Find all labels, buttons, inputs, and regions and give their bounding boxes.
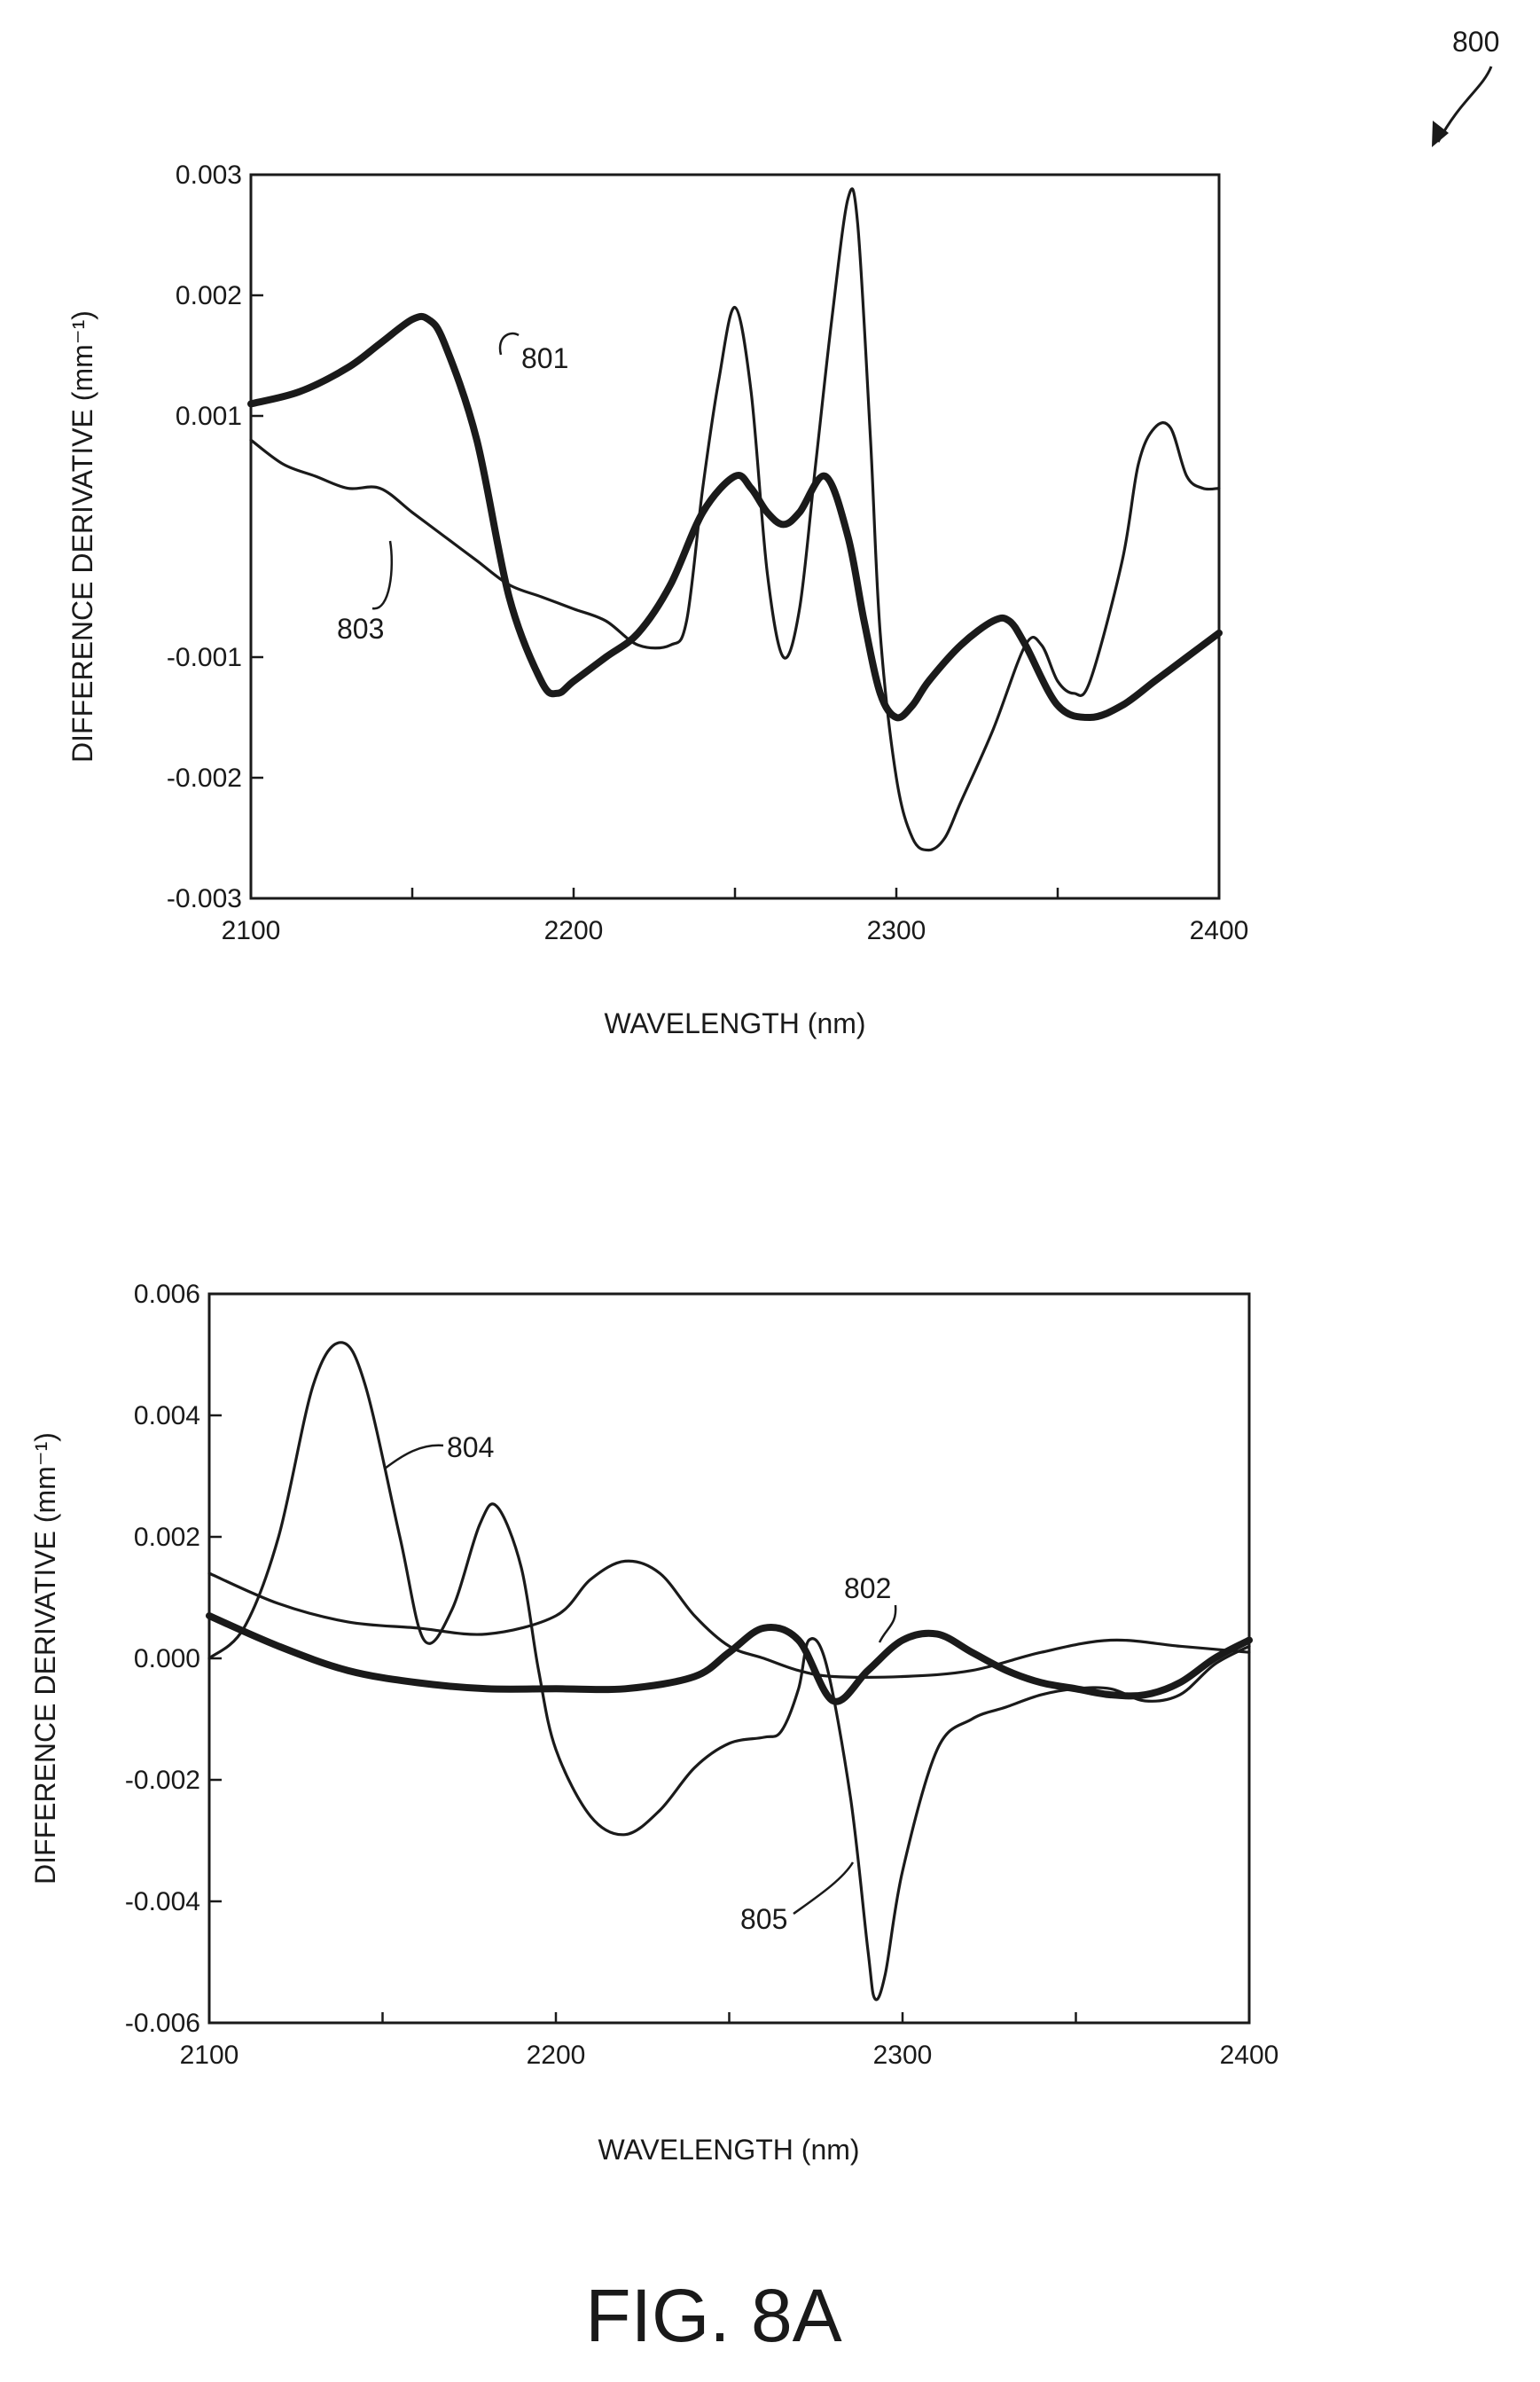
figure-ref-arrowhead [1432,121,1449,147]
chart-bottom: -0.006 -0.004 -0.002 0.000 0.002 0.004 0.006 2… [29,1280,1278,2166]
y-tick-label: -0.002 [167,764,242,793]
x-tick-label: 2200 [527,2041,586,2070]
series-label-803: 803 [337,613,384,645]
y-tick-label: 0.002 [134,1523,200,1552]
y-tick-label: -0.006 [125,2009,200,2038]
x-tick-label: 2400 [1220,2041,1279,2070]
y-tick-label: 0.001 [176,402,242,431]
callout-leader-804 [384,1444,444,1469]
callout-leader-803 [371,540,394,610]
x-tick-label: 2100 [180,2041,239,2070]
y-axis-ticks: -0.003 -0.002 -0.001 0.001 0.002 0.003 [167,161,263,913]
series-label-805: 805 [740,1903,787,1935]
series-label-802: 802 [844,1572,891,1604]
y-tick-label: -0.002 [125,1766,200,1795]
plot-frame [207,1292,1251,2025]
series-lines [247,187,1223,852]
y-tick-label: -0.004 [125,1887,200,1916]
callout-leader-801 [498,332,520,356]
y-tick-label: -0.003 [167,884,242,913]
callout-leader-802 [878,1604,897,1643]
figure-ref-arrow [1436,66,1493,143]
x-tick-label: 2300 [867,916,926,945]
series-lines [206,1341,1253,2002]
y-axis-label: DIFFERENCE DERIVATIVE (mm⁻¹) [29,1432,61,1884]
x-tick-label: 2200 [544,916,604,945]
y-tick-label: 0.006 [134,1280,200,1309]
y-axis-ticks: -0.006 -0.004 -0.002 0.000 0.002 0.004 0.006 [125,1280,222,2038]
x-axis-label: WAVELENGTH (nm) [598,2134,859,2166]
x-axis-ticks: 2100 2200 2300 2400 [180,2012,1279,2070]
series-label-804: 804 [447,1431,494,1463]
x-axis-ticks: 2100 2200 2300 2400 [222,888,1249,945]
figure-caption: FIG. 8A [585,2274,841,2357]
y-tick-label: 0.002 [176,281,242,310]
chart-top: -0.003 -0.002 -0.001 0.001 0.002 0.003 2100 22… [66,161,1248,1039]
series-line-803 [249,187,1221,852]
plot-frame [249,173,1221,900]
y-tick-label: -0.001 [167,643,242,672]
callout-leader-805 [793,1861,855,1916]
series-line-804 [207,1341,1251,2002]
x-axis-label: WAVELENGTH (nm) [604,1007,865,1039]
x-tick-label: 2100 [222,916,281,945]
x-tick-label: 2400 [1190,916,1249,945]
y-tick-label: 0.000 [134,1644,200,1673]
y-axis-label: DIFFERENCE DERIVATIVE (mm⁻¹) [66,310,98,763]
y-tick-label: 0.004 [134,1401,200,1430]
series-label-801: 801 [521,342,568,374]
series-line-801 [247,312,1223,722]
figure-ref-label: 800 [1452,26,1499,58]
y-tick-label: 0.003 [176,161,242,190]
series-line-805 [207,1559,1251,1679]
x-tick-label: 2300 [873,2041,933,2070]
